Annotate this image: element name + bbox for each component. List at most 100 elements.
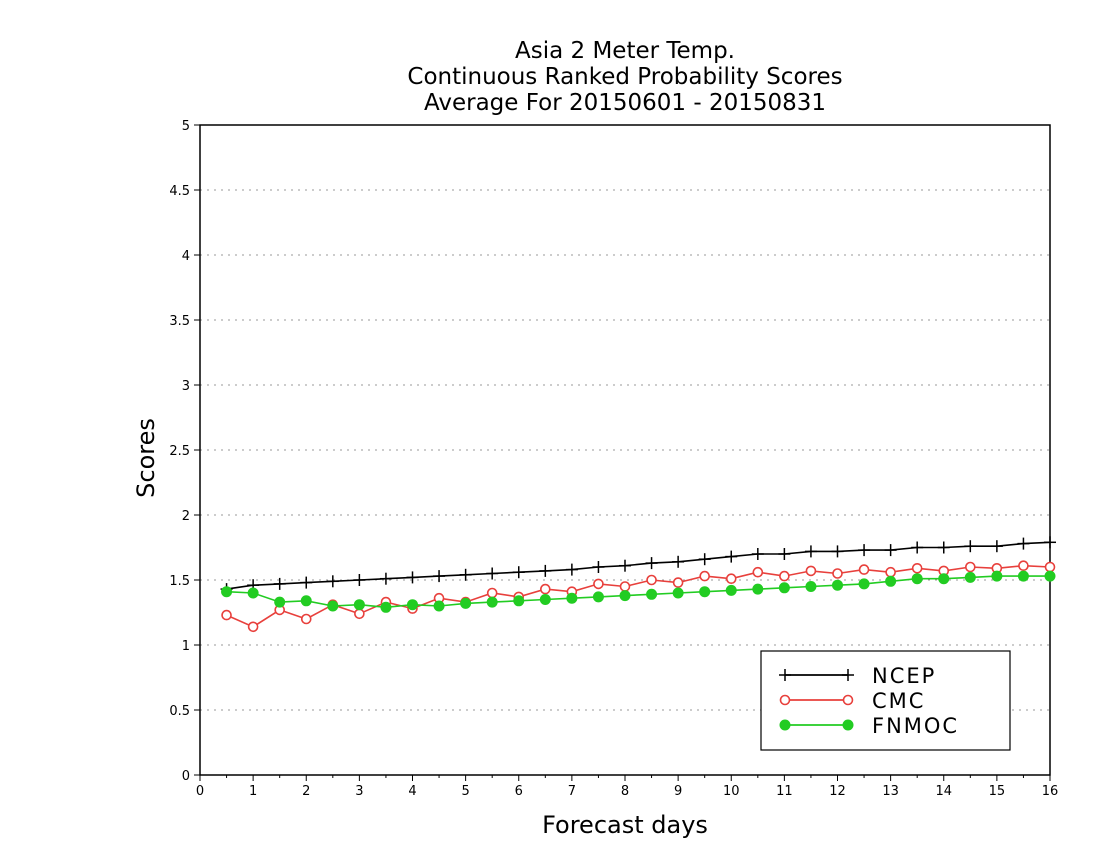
y-tick-label: 3.5	[169, 314, 190, 329]
y-axis-label: Scores	[132, 418, 160, 498]
point-fnmoc	[858, 578, 870, 590]
x-axis-ticks: 0 1 2 3 4 5 6 7 8 9 10 11 12 13 14 15 16	[196, 775, 1058, 799]
point-ncep	[858, 544, 871, 557]
legend-marker-fnmoc	[779, 719, 791, 731]
point-ncep	[326, 575, 339, 588]
point-fnmoc	[433, 600, 445, 612]
point-ncep	[672, 555, 685, 568]
y-tick-label: 1.5	[169, 574, 190, 589]
chart-title-line-1: Asia 2 Meter Temp.	[515, 38, 735, 64]
point-ncep	[964, 540, 977, 553]
point-fnmoc	[885, 575, 897, 587]
y-tick-label: 5	[182, 119, 190, 134]
point-ncep	[565, 563, 578, 576]
x-tick-label: 2	[302, 784, 310, 799]
point-cmc	[540, 583, 551, 595]
point-fnmoc	[1017, 570, 1029, 582]
legend-marker-ncep	[842, 669, 854, 681]
series-group	[220, 536, 1056, 633]
point-cmc	[221, 609, 232, 621]
point-cmc	[1044, 561, 1056, 573]
point-cmc	[805, 565, 817, 577]
point-ncep	[884, 544, 897, 557]
point-ncep	[512, 566, 525, 579]
x-tick-label: 12	[829, 784, 846, 799]
point-fnmoc	[832, 579, 843, 591]
x-tick-label: 5	[461, 784, 469, 799]
point-ncep	[751, 548, 764, 560]
point-cmc	[885, 566, 896, 578]
legend-marker-cmc	[779, 694, 791, 706]
y-axis-ticks: 0 0.5 1 1.5 2 2.5 3 3.5 4 4.5 5	[169, 119, 200, 784]
chart-title-line-2: Continuous Ranked Probability Scores	[407, 64, 842, 90]
point-fnmoc	[938, 573, 950, 585]
point-ncep	[300, 576, 313, 589]
point-cmc	[858, 564, 870, 575]
point-ncep	[353, 574, 366, 586]
x-tick-label: 14	[935, 784, 952, 799]
point-ncep	[486, 567, 499, 580]
point-fnmoc	[805, 581, 817, 592]
point-fnmoc	[486, 596, 498, 608]
point-ncep	[911, 541, 924, 554]
point-fnmoc	[274, 596, 286, 608]
y-tick-label: 3	[182, 379, 190, 394]
point-ncep	[619, 559, 631, 572]
x-tick-label: 6	[515, 784, 523, 799]
point-fnmoc	[699, 586, 711, 598]
point-fnmoc	[353, 599, 365, 611]
point-fnmoc	[778, 582, 790, 594]
point-fnmoc	[460, 597, 472, 609]
legend-label-ncep: NCEP	[872, 664, 936, 688]
point-ncep	[804, 545, 817, 558]
point-cmc	[699, 570, 710, 582]
point-fnmoc	[407, 599, 418, 611]
point-ncep	[698, 553, 711, 566]
point-fnmoc	[327, 600, 339, 612]
x-tick-label: 0	[196, 784, 204, 799]
point-ncep	[406, 571, 419, 584]
point-fnmoc	[1044, 570, 1056, 582]
point-ncep	[990, 540, 1003, 553]
point-fnmoc	[672, 587, 684, 599]
point-ncep	[1044, 536, 1056, 549]
legend-marker-cmc	[842, 694, 854, 706]
point-ncep	[645, 557, 658, 570]
point-cmc	[965, 561, 976, 573]
point-ncep	[778, 548, 791, 560]
grid-lines	[200, 189, 1050, 711]
point-cmc	[725, 573, 737, 585]
point-cmc	[779, 570, 790, 582]
y-tick-label: 0	[182, 769, 190, 784]
point-ncep	[273, 577, 286, 590]
point-cmc	[247, 621, 259, 633]
point-fnmoc	[752, 583, 764, 595]
legend-marker-ncep	[779, 669, 791, 681]
point-ncep	[539, 564, 552, 577]
point-cmc	[486, 587, 498, 599]
point-fnmoc	[566, 592, 578, 604]
point-ncep	[1017, 537, 1030, 550]
x-tick-label: 13	[882, 784, 899, 799]
legend-label-fnmoc: FNMOC	[872, 714, 959, 738]
x-axis-label: Forecast days	[542, 811, 708, 839]
chart-title: Asia 2 Meter Temp. Continuous Ranked Pro…	[407, 38, 842, 116]
point-cmc	[911, 562, 923, 574]
point-cmc	[1018, 560, 1029, 572]
point-ncep	[592, 561, 605, 573]
x-tick-label: 16	[1042, 784, 1059, 799]
point-fnmoc	[247, 587, 259, 599]
point-fnmoc	[380, 601, 392, 613]
point-fnmoc	[300, 595, 312, 607]
point-ncep	[379, 572, 392, 585]
point-ncep	[725, 550, 738, 563]
series-cmc	[221, 560, 1056, 633]
y-tick-label: 1	[182, 639, 190, 654]
point-fnmoc	[619, 590, 631, 602]
point-fnmoc	[646, 588, 658, 600]
series-fnmoc	[221, 570, 1056, 613]
point-cmc	[593, 578, 604, 590]
x-tick-label: 8	[621, 784, 629, 799]
